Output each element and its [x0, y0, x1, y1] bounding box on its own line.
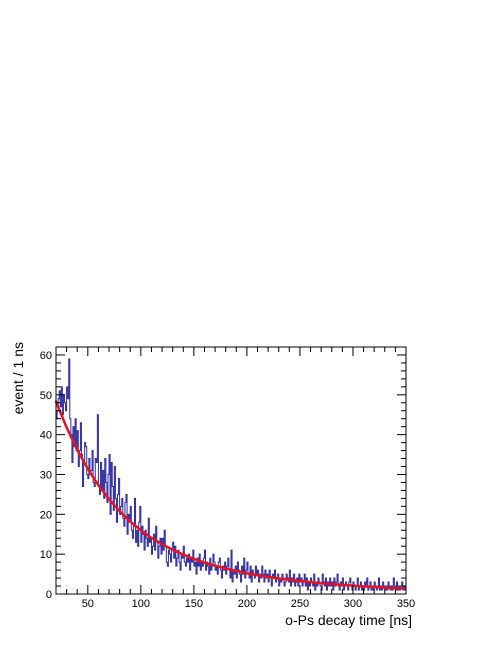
x-tick-label: 50: [82, 598, 94, 610]
histogram-line: [56, 358, 406, 591]
fit-curve-series: [54, 400, 406, 590]
x-axis-title: o-Ps decay time [ns]: [285, 612, 412, 628]
plot-frame: [55, 346, 407, 595]
y-tick-label: 20: [40, 509, 52, 521]
y-tick-label: 10: [40, 549, 52, 561]
x-tick-label: 200: [238, 598, 256, 610]
y-tick-label: 50: [40, 390, 52, 402]
x-axis: 50 100 150 200 250 300 350: [66, 347, 415, 610]
x-tick-label: 300: [344, 598, 362, 610]
y-axis: 0 10 20 30 40 50 60: [40, 346, 406, 601]
y-tick-label: 40: [40, 430, 52, 442]
fit-curve-line: [54, 400, 406, 590]
x-tick-label: 100: [132, 598, 150, 610]
y-tick-label: 30: [40, 469, 52, 481]
y-tick-label: 60: [40, 350, 52, 362]
y-tick-label: 0: [46, 589, 52, 601]
x-tick-label: 350: [397, 598, 415, 610]
y-axis-title: event / 1 ns: [10, 342, 26, 414]
x-tick-label: 250: [291, 598, 309, 610]
x-tick-label: 150: [185, 598, 203, 610]
histogram-series: [56, 358, 406, 591]
